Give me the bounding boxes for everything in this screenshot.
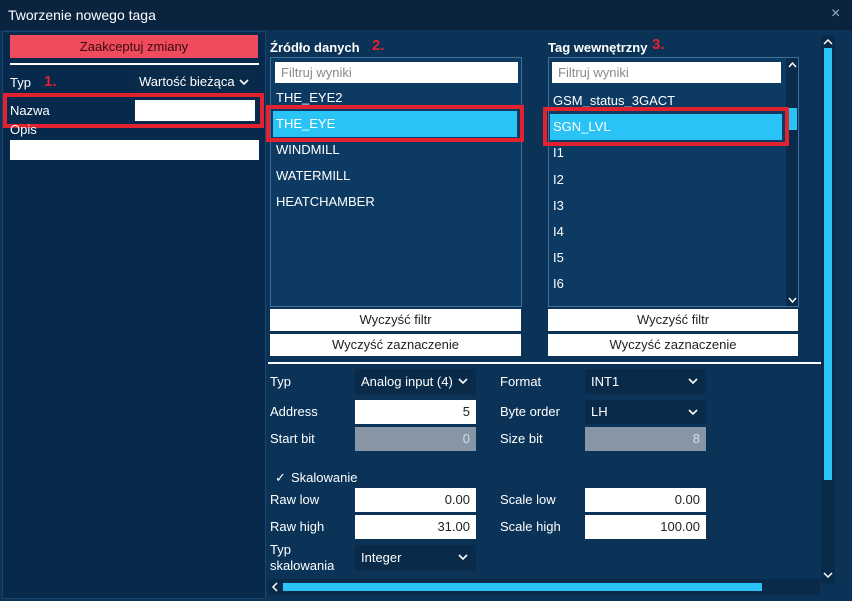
select[interactable]: Analog input (4)	[355, 369, 476, 394]
chevron	[688, 378, 698, 384]
separator	[10, 63, 259, 65]
list-item[interactable]: I2	[553, 171, 564, 187]
list-item[interactable]: I3	[553, 197, 564, 213]
clear-selection-button[interactable]: Wyczyść zaznaczenie	[548, 334, 798, 356]
highlight-box	[543, 107, 789, 146]
annotation: 2.	[372, 37, 385, 54]
field-label: skalowania	[270, 558, 335, 573]
field-label: Format	[500, 374, 542, 389]
clear-filter-button[interactable]: Wyczyść filtr	[548, 309, 798, 331]
select-value: Analog input (4)	[361, 374, 453, 389]
filter-input[interactable]: Filtruj wyniki	[275, 62, 518, 83]
field-label: Start bit	[270, 431, 315, 446]
source-list: Filtruj wyniki THE_EYE2 THE_EYE WINDMILL WA…	[270, 57, 522, 307]
highlight-box	[3, 93, 264, 128]
description-label: Opis	[10, 122, 37, 137]
field-label: Address	[270, 404, 318, 419]
tags-heading: Tag wewnętrzny	[548, 40, 648, 55]
field-label: Scale low	[500, 492, 556, 507]
list-item[interactable]: SGN_LVL	[550, 114, 782, 141]
field-label: Typ	[270, 374, 291, 389]
field-label: Size bit	[500, 431, 543, 446]
text-input[interactable]: 5	[355, 400, 476, 424]
type-value: Wartość bieżąca	[139, 74, 235, 89]
type-label: Typ	[10, 75, 31, 90]
horizontal-scrollbar[interactable]	[268, 579, 820, 595]
type-select[interactable]: Wartość bieżąca	[133, 70, 255, 93]
list-item[interactable]: I1	[553, 145, 564, 161]
annotation: 1.	[44, 73, 57, 90]
field-label: Raw low	[270, 492, 320, 507]
separator	[268, 362, 821, 364]
field-label: Typ	[270, 542, 291, 557]
chevron	[688, 409, 698, 415]
list-item[interactable]: I5	[553, 250, 564, 266]
select-value: Integer	[361, 550, 402, 565]
clear-selection-button[interactable]: Wyczyść zaznaczenie	[270, 334, 521, 356]
chevron	[239, 79, 249, 85]
list-item[interactable]: THE_EYE	[273, 111, 517, 137]
list-item[interactable]: I7	[550, 298, 782, 306]
filter-input[interactable]: Filtruj wyniki	[552, 62, 781, 83]
select[interactable]: INT1	[585, 369, 706, 394]
list-item[interactable]: WATERMILL	[276, 168, 351, 183]
text-input[interactable]: 0.00	[355, 488, 476, 512]
list-item[interactable]: HEATCHAMBER	[276, 194, 375, 209]
list-item[interactable]: THE_EYE2	[276, 90, 343, 105]
scrollbar[interactable]	[786, 58, 798, 306]
text-input[interactable]: 0.00	[585, 488, 706, 512]
text-input[interactable]: 100.00	[585, 515, 706, 539]
disabled-input: 0	[355, 427, 476, 451]
list-item[interactable]: GSM_status_3GACT	[553, 93, 676, 108]
description-input[interactable]	[10, 140, 259, 160]
field-label: Raw high	[270, 519, 325, 534]
vertical-scrollbar[interactable]	[821, 35, 835, 583]
list-item[interactable]: I4	[553, 224, 564, 239]
select[interactable]: Integer	[355, 545, 476, 570]
chevron	[458, 378, 468, 384]
name-input[interactable]	[135, 100, 255, 121]
select[interactable]: LH	[585, 400, 706, 424]
name-label: Nazwa	[10, 103, 50, 118]
scroll-arrows	[788, 61, 797, 304]
disabled-input: 8	[585, 427, 706, 451]
field-label: Byte order	[500, 404, 560, 419]
list-item[interactable]: I6	[553, 276, 564, 292]
chevron	[458, 554, 468, 560]
checkbox[interactable]: ✓	[275, 470, 286, 485]
select-value: LH	[591, 404, 608, 419]
highlight-box	[266, 105, 524, 142]
text-input[interactable]: 31.00	[355, 515, 476, 539]
close-button[interactable]: ×	[831, 5, 841, 22]
source-heading: Źródło danych	[270, 40, 360, 55]
title-bar	[0, 0, 852, 30]
list-item[interactable]: WINDMILL	[276, 142, 340, 157]
window-title: Tworzenie nowego taga	[8, 7, 156, 23]
field-label: Scale high	[500, 519, 561, 534]
checkbox-label: Skalowanie	[291, 470, 358, 485]
accept-button[interactable]: Zaakceptuj zmiany	[10, 35, 258, 58]
clear-filter-button[interactable]: Wyczyść filtr	[270, 309, 521, 331]
select-value: INT1	[591, 374, 620, 389]
tags-list: Filtruj wyniki GSM_status_3GACT SGN_LVL I1…	[548, 57, 799, 307]
annotation: 3.	[652, 36, 665, 53]
